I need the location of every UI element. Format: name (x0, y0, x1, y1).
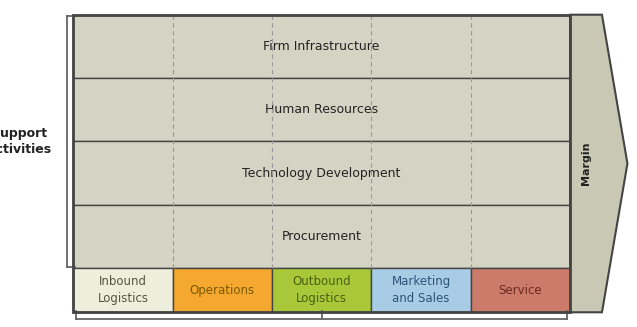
Bar (73, 15, 570, 312)
Text: Marketing
and Sales: Marketing and Sales (391, 275, 451, 305)
Text: Outbound
Logistics: Outbound Logistics (292, 275, 351, 305)
Text: Human Resources: Human Resources (265, 103, 378, 116)
Bar (173, 268, 272, 312)
Bar (73, 141, 570, 205)
Bar (471, 268, 570, 312)
Text: Inbound
Logistics: Inbound Logistics (97, 275, 148, 305)
Text: Margin: Margin (581, 142, 591, 185)
Text: Service: Service (499, 284, 542, 297)
Bar (73, 15, 570, 78)
Bar (371, 268, 471, 312)
Text: Firm Infrastructure: Firm Infrastructure (264, 40, 380, 53)
Bar (73, 268, 173, 312)
Polygon shape (570, 15, 627, 312)
Text: Technology Development: Technology Development (243, 166, 401, 180)
Bar (73, 78, 570, 141)
Bar (272, 268, 371, 312)
Text: Procurement: Procurement (282, 230, 362, 243)
Text: Support
Activities: Support Activities (0, 127, 52, 156)
Bar (73, 205, 570, 268)
Text: Operations: Operations (190, 284, 255, 297)
